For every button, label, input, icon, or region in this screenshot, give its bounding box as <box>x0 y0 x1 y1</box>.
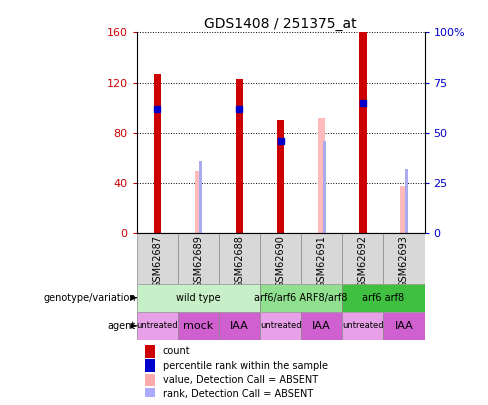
Text: GSM62690: GSM62690 <box>276 235 285 288</box>
Text: percentile rank within the sample: percentile rank within the sample <box>163 360 327 371</box>
Bar <box>405 169 408 233</box>
Text: value, Detection Call = ABSENT: value, Detection Call = ABSENT <box>163 375 318 385</box>
Text: agent: agent <box>107 321 136 331</box>
Bar <box>154 74 161 233</box>
Bar <box>199 161 203 233</box>
Text: arf6/arf6 ARF8/arf8: arf6/arf6 ARF8/arf8 <box>254 293 348 303</box>
Bar <box>137 312 178 340</box>
Text: untreated: untreated <box>260 322 302 330</box>
Text: mock: mock <box>183 321 213 331</box>
Text: rank, Detection Call = ABSENT: rank, Detection Call = ABSENT <box>163 389 313 399</box>
Bar <box>260 312 301 340</box>
Text: GSM62691: GSM62691 <box>317 235 327 288</box>
Text: GSM62693: GSM62693 <box>399 235 409 288</box>
Bar <box>137 233 178 284</box>
Text: count: count <box>163 346 190 356</box>
Bar <box>195 171 202 233</box>
Bar <box>301 233 342 284</box>
Bar <box>323 141 326 233</box>
Bar <box>137 284 260 312</box>
Bar <box>145 345 155 358</box>
Text: GSM62688: GSM62688 <box>234 235 244 288</box>
Text: GSM62692: GSM62692 <box>358 235 368 288</box>
Bar <box>384 233 425 284</box>
Bar <box>400 185 407 233</box>
Bar <box>219 233 260 284</box>
Bar <box>318 118 325 233</box>
Bar <box>342 312 384 340</box>
Bar <box>145 359 155 372</box>
Bar <box>145 373 155 386</box>
Bar <box>342 284 425 312</box>
Text: IAA: IAA <box>312 321 331 331</box>
Bar <box>260 233 301 284</box>
Text: IAA: IAA <box>230 321 249 331</box>
Bar <box>260 284 342 312</box>
Text: IAA: IAA <box>395 321 413 331</box>
Text: wild type: wild type <box>176 293 221 303</box>
Text: untreated: untreated <box>136 322 178 330</box>
Title: GDS1408 / 251375_at: GDS1408 / 251375_at <box>204 17 357 31</box>
Bar <box>342 233 384 284</box>
Bar <box>219 312 260 340</box>
Bar <box>178 233 219 284</box>
Bar <box>384 312 425 340</box>
Text: arf6 arf8: arf6 arf8 <box>363 293 405 303</box>
Text: genotype/variation: genotype/variation <box>43 293 136 303</box>
Bar <box>145 388 155 400</box>
Bar <box>178 312 219 340</box>
Text: untreated: untreated <box>342 322 384 330</box>
Bar <box>301 312 342 340</box>
Bar <box>236 79 243 233</box>
Text: GSM62689: GSM62689 <box>193 235 203 288</box>
Bar <box>277 120 285 233</box>
Bar <box>359 32 366 233</box>
Text: GSM62687: GSM62687 <box>152 235 162 288</box>
